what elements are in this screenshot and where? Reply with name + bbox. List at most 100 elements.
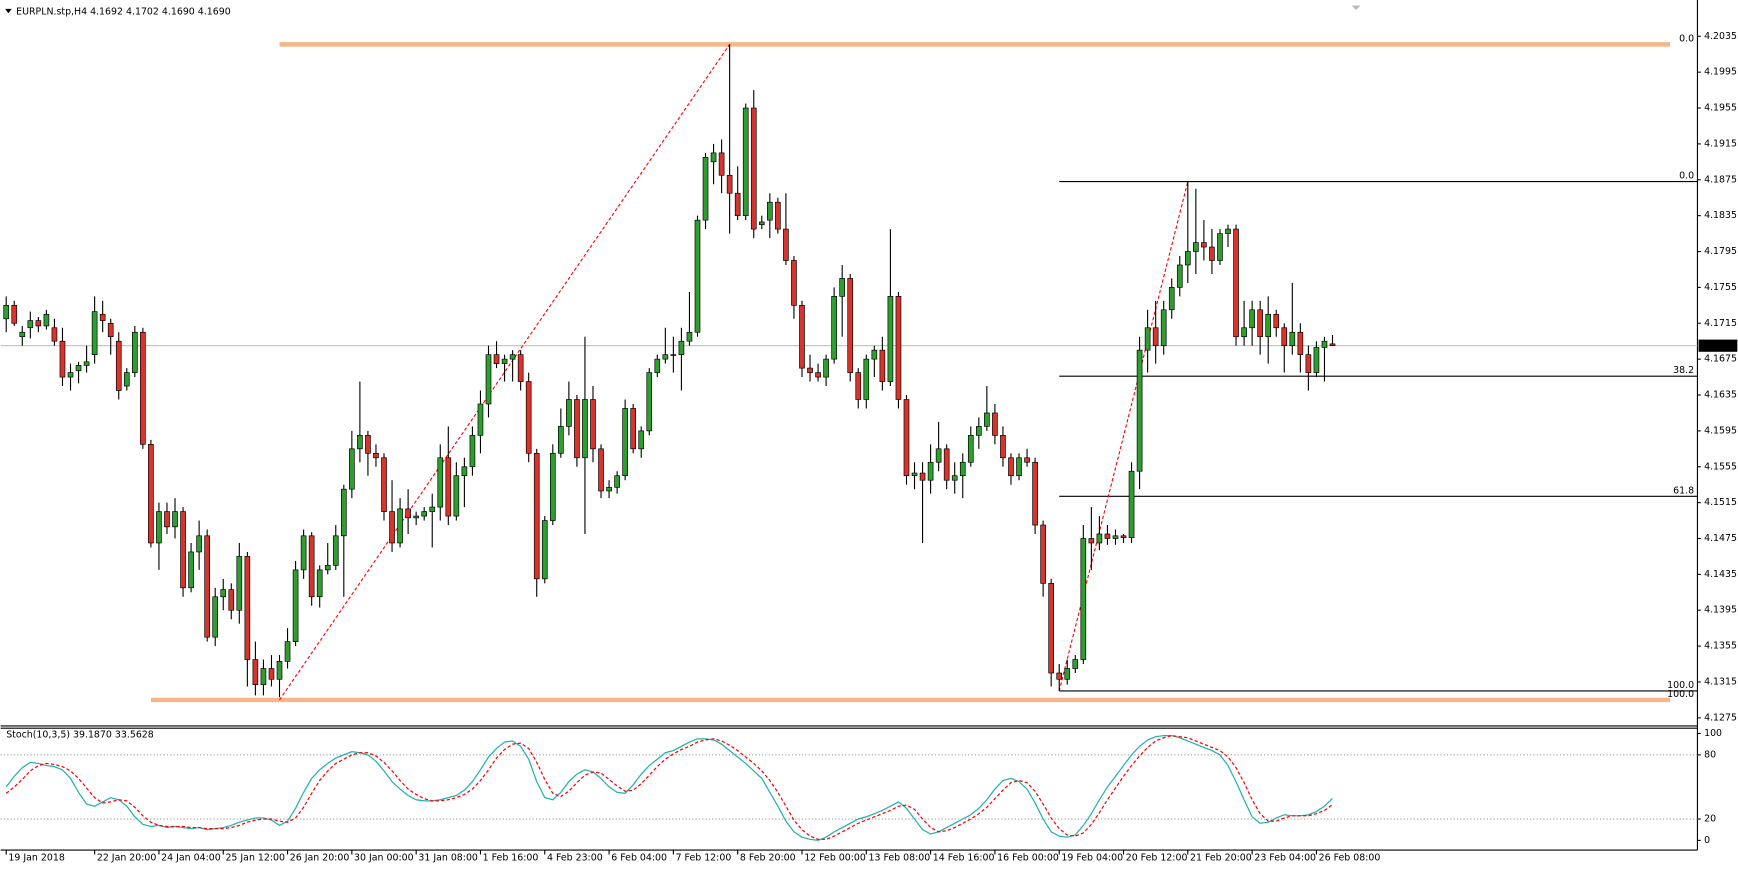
y-tick-label: 4.1275 [1704, 712, 1737, 723]
candle-body [1040, 524, 1046, 584]
y-tick-label: 4.1875 [1704, 174, 1737, 185]
x-tick-label: 14 Feb 16:00 [933, 852, 995, 863]
indicator-y-tick-label: 0 [1704, 835, 1710, 846]
candle-body [11, 304, 18, 324]
y-tick-label: 4.1835 [1704, 210, 1737, 221]
candle-body [1080, 538, 1087, 660]
chart-title: EURPLN.stp,H4 4.1692 4.1702 4.1690 4.169… [16, 7, 231, 18]
candle-body [927, 461, 934, 481]
candle-body [1329, 343, 1336, 347]
x-tick-label: 4 Feb 23:00 [547, 852, 603, 863]
candle-body [493, 354, 500, 364]
x-tick-label: 26 Jan 20:00 [290, 852, 350, 863]
candle-body [19, 331, 26, 338]
candle-body [1152, 327, 1159, 347]
candle-body [1241, 327, 1247, 338]
candle-body [799, 304, 805, 369]
indicator-y-tick-label: 100 [1704, 728, 1722, 739]
candle-body [421, 511, 428, 517]
candle-body [115, 340, 122, 391]
candle-body [614, 475, 620, 488]
indicator-line [5, 735, 1333, 842]
x-tick-label: 30 Jan 00:00 [354, 852, 414, 863]
candle-body [1289, 331, 1296, 347]
x-tick-label: 7 Feb 12:00 [676, 852, 732, 863]
candle-body [702, 157, 709, 221]
candle-body [622, 408, 628, 477]
candle-body [156, 511, 162, 544]
candle-body [976, 426, 982, 436]
candle-body [533, 452, 540, 580]
candle-body [839, 278, 846, 297]
y-tick-label: 4.1475 [1704, 533, 1737, 544]
candle-body [220, 589, 227, 598]
candle-body [429, 506, 436, 512]
candle-body [1008, 457, 1014, 477]
candle-body [598, 448, 604, 492]
x-tick-label: 31 Jan 08:00 [418, 852, 478, 863]
candle-body [1209, 246, 1215, 261]
fibo-level-label: 100.0 [1667, 680, 1694, 691]
candle-body [453, 475, 460, 517]
candle-body [549, 452, 556, 521]
candle-body [1136, 349, 1143, 472]
candle-body [887, 296, 894, 382]
x-tick-label: 25 Jan 12:00 [225, 852, 285, 863]
candle-body [75, 365, 82, 372]
candle-body [582, 399, 588, 459]
candle-body [365, 435, 371, 454]
y-tick-label: 4.1995 [1704, 67, 1737, 78]
candle-body [783, 228, 789, 261]
candle-body [316, 569, 323, 598]
y-tick-label: 4.1635 [1704, 390, 1737, 401]
x-tick-label: 19 Feb 04:00 [1061, 852, 1123, 863]
y-tick-label: 4.1915 [1704, 138, 1737, 149]
candle-body [903, 399, 910, 477]
x-tick-label: 26 Feb 08:00 [1319, 852, 1381, 863]
candle-body [1048, 583, 1054, 674]
x-tick-label: 24 Jan 04:00 [161, 852, 221, 863]
x-tick-label: 21 Feb 20:00 [1190, 852, 1252, 863]
candle-body [1104, 533, 1111, 539]
candle-body [1112, 535, 1119, 539]
candle-body [1201, 242, 1207, 248]
candle-body [1160, 309, 1167, 347]
candle-body [501, 358, 508, 364]
scroll-marker [1351, 5, 1361, 10]
candle-body [1321, 340, 1328, 348]
candle-body [1233, 228, 1239, 338]
candle-body [461, 466, 468, 477]
candle-body [1016, 457, 1022, 477]
candle-body [1281, 327, 1288, 347]
candle-body [1313, 347, 1320, 373]
candle-body [340, 488, 347, 537]
candle-body [148, 443, 154, 544]
candle-body [742, 107, 749, 216]
y-tick-label: 4.1435 [1704, 569, 1737, 580]
candle-body [332, 535, 339, 566]
candle-body [879, 349, 886, 382]
candle-body [212, 596, 219, 638]
candle-body [349, 448, 355, 490]
candle-body [1305, 354, 1312, 373]
y-tick-label: 4.1555 [1704, 461, 1737, 472]
candle-body [300, 535, 307, 571]
candle-body [807, 367, 813, 373]
candle-body [188, 551, 194, 589]
candle-body [1128, 470, 1135, 538]
y-tick-label: 4.1715 [1704, 318, 1737, 329]
candle-body [236, 556, 243, 611]
candle-body [1273, 313, 1280, 329]
candle-body [35, 320, 42, 327]
candle-body [164, 511, 170, 528]
candle-body [1064, 668, 1071, 680]
x-tick-label: 20 Feb 12:00 [1126, 852, 1188, 863]
candle-body [574, 399, 580, 459]
candle-body [750, 107, 757, 230]
x-tick-label: 13 Feb 08:00 [869, 852, 931, 863]
candle-body [1096, 533, 1103, 544]
y-tick-label: 4.1395 [1704, 605, 1737, 616]
